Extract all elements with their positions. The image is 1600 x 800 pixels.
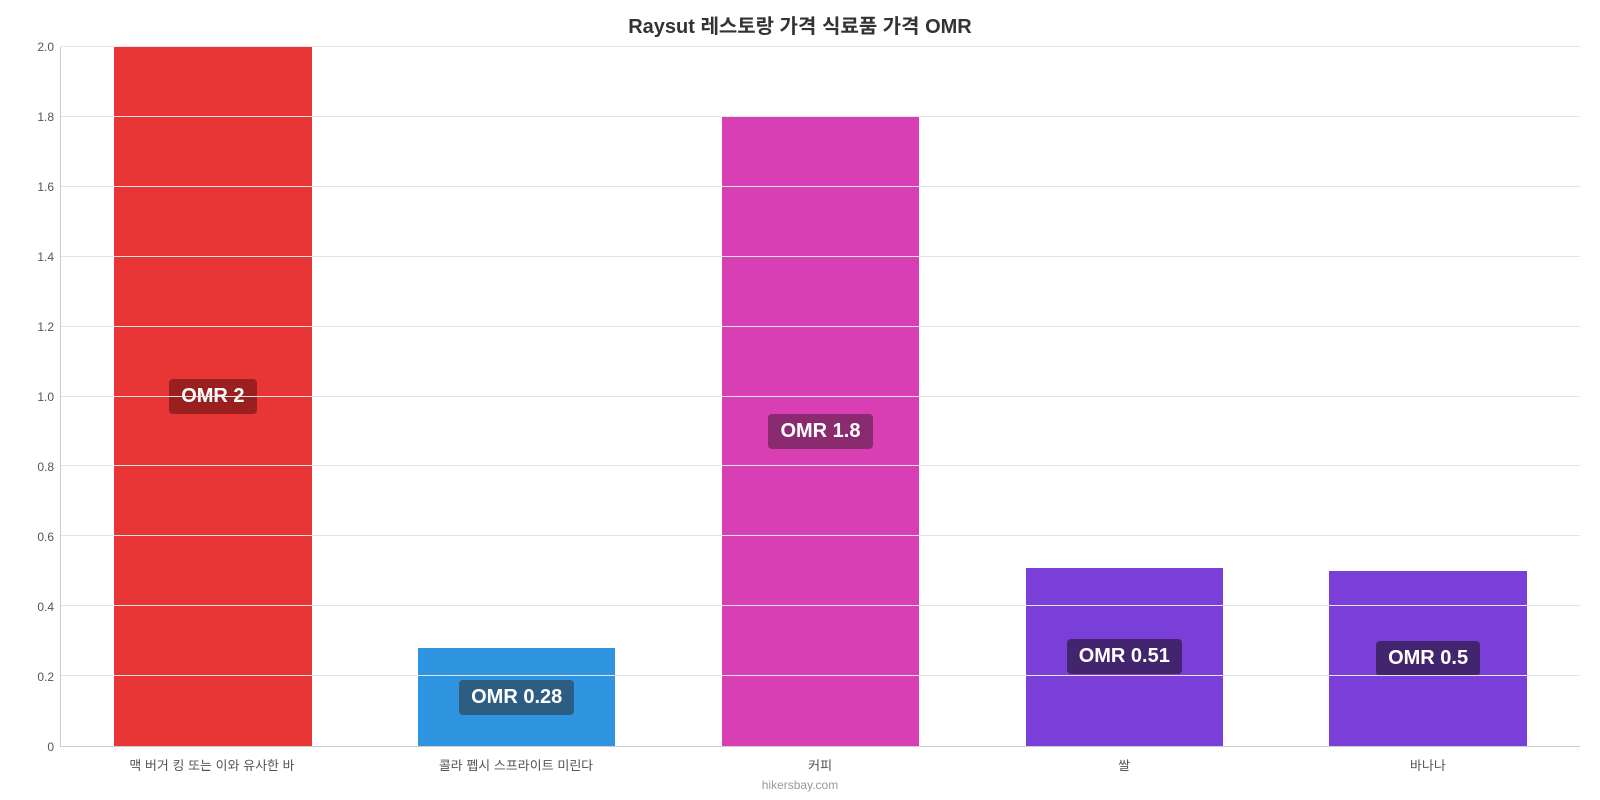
y-tick: 1.4 — [37, 250, 54, 264]
bar: OMR 0.51 — [1026, 568, 1223, 746]
bar: OMR 2 — [114, 47, 311, 746]
bar: OMR 0.28 — [418, 648, 615, 746]
bar-value-badge: OMR 2 — [169, 379, 256, 414]
y-tick: 0.4 — [37, 600, 54, 614]
y-tick: 2.0 — [37, 40, 54, 54]
chart-title: Raysut 레스토랑 가격 식료품 가격 OMR — [628, 10, 972, 39]
x-category-label: 콜라 펩시 스프라이트 미린다 — [364, 747, 668, 774]
gridline — [61, 46, 1580, 47]
gridline — [61, 465, 1580, 466]
y-tick: 1.0 — [37, 390, 54, 404]
plot-area: OMR 2 OMR 0.28 OMR 1.8 OMR 0.51 OMR 0.5 — [60, 47, 1580, 747]
x-label-row: 맥 버거 킹 또는 이와 유사한 바콜라 펩시 스프라이트 미린다커피쌀바나나 — [60, 747, 1580, 774]
bar: OMR 0.5 — [1329, 571, 1526, 746]
bar-slot: OMR 2 — [61, 47, 365, 746]
chart-container: Raysut 레스토랑 가격 식료품 가격 OMR 0 0.2 0.4 0.6 0.8 1… — [0, 0, 1600, 800]
x-axis: 맥 버거 킹 또는 이와 유사한 바콜라 펩시 스프라이트 미린다커피쌀바나나 — [20, 747, 1580, 774]
gridline — [61, 396, 1580, 397]
gridline — [61, 535, 1580, 536]
attribution: hikersbay.com — [762, 774, 838, 800]
y-tick: 1.2 — [37, 320, 54, 334]
bar: OMR 1.8 — [722, 117, 919, 746]
gridline — [61, 326, 1580, 327]
gridline — [61, 116, 1580, 117]
y-tick: 1.8 — [37, 110, 54, 124]
bar-slot: OMR 0.5 — [1276, 47, 1580, 746]
y-tick: 0.8 — [37, 460, 54, 474]
gridline — [61, 186, 1580, 187]
bar-slot: OMR 0.28 — [365, 47, 669, 746]
bar-slot: OMR 0.51 — [972, 47, 1276, 746]
x-category-label: 쌀 — [972, 747, 1276, 774]
bar-value-badge: OMR 0.28 — [459, 680, 574, 715]
gridline — [61, 675, 1580, 676]
gridline — [61, 605, 1580, 606]
bar-value-badge: OMR 0.5 — [1376, 641, 1480, 676]
y-tick: 1.6 — [37, 180, 54, 194]
y-axis: 00.20.40.60.81.01.21.41.61.82.0 — [20, 47, 60, 747]
bar-slot: OMR 1.8 — [669, 47, 973, 746]
y-tick: 0.2 — [37, 670, 54, 684]
y-tick: 0 — [47, 740, 54, 754]
x-category-label: 커피 — [668, 747, 972, 774]
bar-value-badge: OMR 1.8 — [768, 414, 872, 449]
gridline — [61, 256, 1580, 257]
y-tick: 0.6 — [37, 530, 54, 544]
bar-value-badge: OMR 0.51 — [1067, 639, 1182, 674]
x-category-label: 맥 버거 킹 또는 이와 유사한 바 — [60, 747, 364, 774]
bars-row: OMR 2 OMR 0.28 OMR 1.8 OMR 0.51 OMR 0.5 — [61, 47, 1580, 746]
x-category-label: 바나나 — [1276, 747, 1580, 774]
plot-wrapper: 00.20.40.60.81.01.21.41.61.82.0 OMR 2OMR… — [20, 47, 1580, 747]
